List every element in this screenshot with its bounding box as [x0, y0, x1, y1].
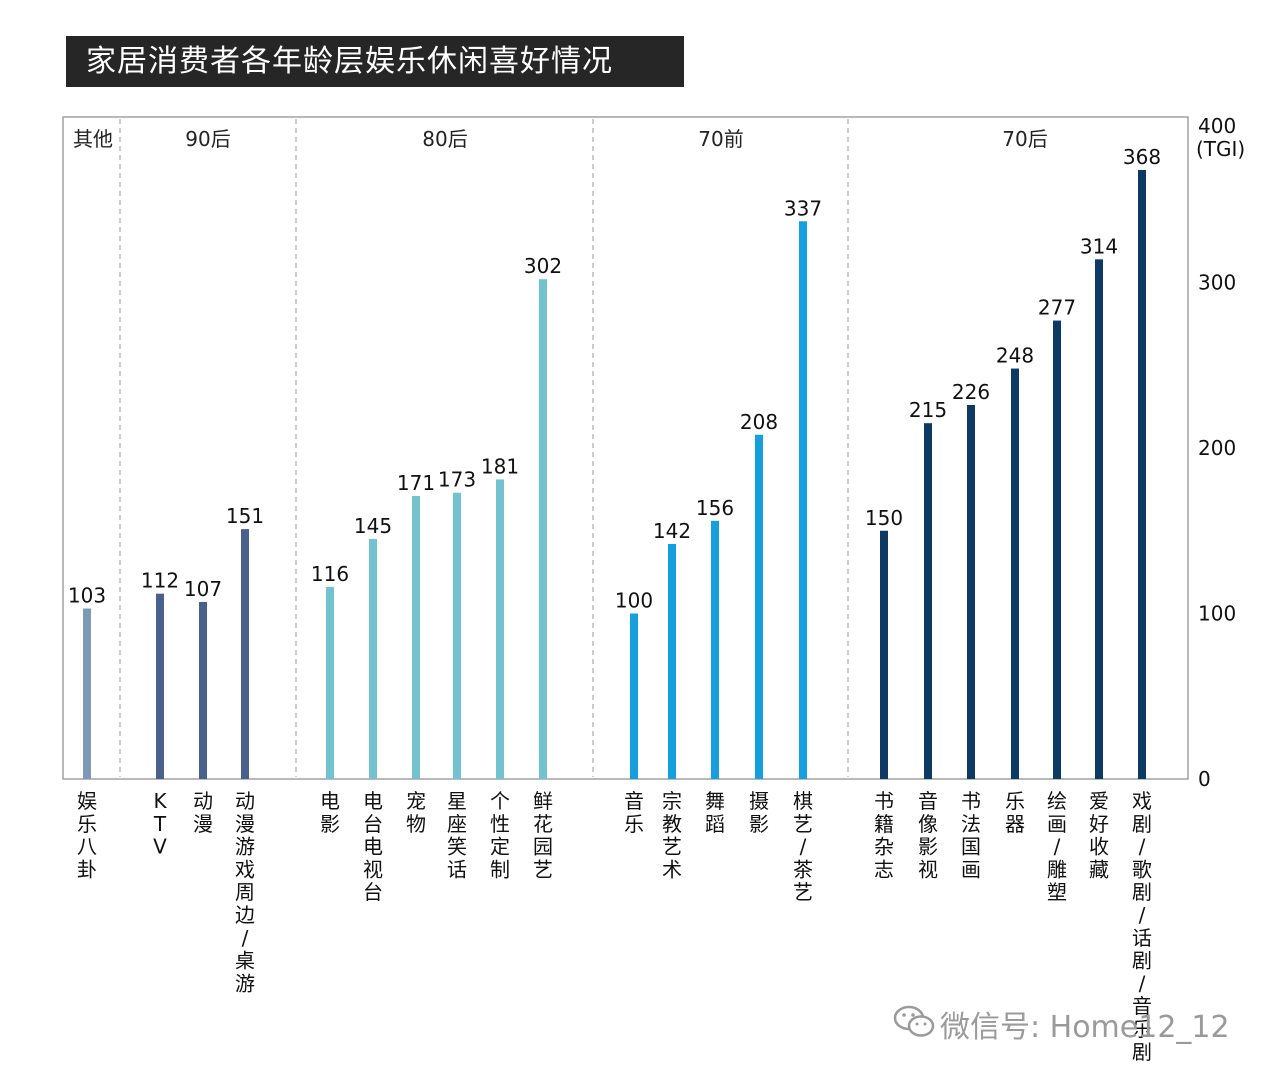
bar-14 [755, 434, 763, 779]
y-tick-label-4: 300 [1198, 271, 1236, 295]
category-label-4: 动漫游戏周边/桌游 [235, 789, 255, 995]
value-label-14: 208 [740, 410, 778, 434]
category-label-12: 宗教艺术 [662, 789, 682, 881]
value-label-10: 302 [524, 254, 562, 278]
category-label-18: 书法国画 [961, 789, 981, 881]
value-label-21: 314 [1080, 234, 1118, 258]
value-label-12: 142 [653, 519, 691, 543]
bar-20 [1053, 320, 1061, 779]
group-labels: 其他 90后 80后 70前 70后 [73, 127, 1048, 151]
y-tick-label-5: 400 [1198, 114, 1236, 138]
category-label-17: 音像影视 [918, 789, 938, 881]
y-axis-unit-label: (TGI) [1196, 137, 1245, 161]
chart-title: 家居消费者各年龄层娱乐休闲喜好情况 [66, 36, 684, 87]
group-label-2: 90后 [185, 127, 230, 151]
bar-13 [711, 520, 719, 779]
group-label-4: 70前 [698, 127, 743, 151]
category-label-11: 音乐 [624, 789, 644, 836]
category-label-15: 棋艺/茶艺 [793, 789, 813, 904]
value-label-20: 277 [1038, 296, 1076, 320]
value-label-18: 226 [952, 380, 990, 404]
bars [83, 169, 1146, 780]
bar-11 [630, 613, 638, 779]
value-label-1: 103 [68, 584, 106, 608]
value-label-2: 112 [141, 569, 179, 593]
bar-9 [496, 479, 504, 779]
bar-12 [668, 543, 676, 779]
group-label-1: 其他 [73, 127, 113, 151]
wechat-icon [892, 1004, 940, 1053]
value-label-8: 173 [438, 468, 476, 492]
bar-4 [241, 529, 249, 779]
y-tick-label-2: 100 [1198, 602, 1236, 626]
y-tick-label-1: 0 [1198, 767, 1211, 791]
category-label-13: 舞蹈 [705, 789, 725, 836]
category-label-5: 电影 [320, 789, 340, 836]
value-label-15: 337 [784, 196, 822, 220]
category-label-1: 娱乐八卦 [77, 789, 97, 881]
group-separators [119, 119, 849, 777]
group-label-3: 80后 [422, 127, 467, 151]
value-label-7: 171 [397, 471, 435, 495]
category-label-22: 戏剧/歌剧/话剧/音乐剧 [1132, 789, 1152, 1064]
category-label-14: 摄影 [749, 789, 769, 836]
value-label-11: 100 [615, 589, 653, 613]
bar-17 [924, 423, 932, 779]
y-axis: 0 100 200 300 400(TGI) [1196, 114, 1245, 791]
bar-21 [1095, 259, 1103, 780]
category-label-6: 电台电视台 [363, 789, 383, 904]
category-label-10: 鲜花园艺 [533, 789, 553, 881]
value-label-19: 248 [996, 344, 1034, 368]
bar-8 [453, 492, 461, 779]
bar-5 [326, 587, 334, 779]
bar-6 [369, 539, 377, 779]
bar-1 [83, 608, 91, 779]
value-label-5: 116 [311, 562, 349, 586]
plot-frame [62, 116, 1189, 780]
category-label-8: 星座笑话 [447, 789, 467, 881]
group-label-5: 70后 [1002, 127, 1047, 151]
bar-7 [412, 495, 420, 779]
category-label-21: 爱好收藏 [1089, 789, 1109, 881]
value-label-16: 150 [865, 506, 903, 530]
bar-16 [880, 530, 888, 779]
value-label-6: 145 [354, 514, 392, 538]
category-label-7: 宠物 [406, 789, 426, 836]
bar-18 [967, 404, 975, 779]
bar-22 [1138, 169, 1146, 779]
category-label-16: 书籍杂志 [874, 789, 894, 881]
value-label-4: 151 [226, 504, 264, 528]
bar-15 [799, 221, 807, 779]
category-label-20: 绘画/雕塑 [1047, 789, 1067, 904]
bar-3 [199, 601, 207, 779]
value-label-3: 107 [184, 577, 222, 601]
y-tick-label-3: 200 [1198, 436, 1236, 460]
value-label-22: 368 [1123, 145, 1161, 169]
bar-2 [156, 593, 164, 779]
category-label-9: 个性定制 [490, 789, 510, 881]
value-label-9: 181 [481, 454, 519, 478]
category-label-19: 乐器 [1005, 789, 1025, 836]
category-labels: 娱乐八卦 K T V 动漫 动漫游戏周边/桌游 电影 电台电视台 宠物 星座笑话 个性定制 鲜花园艺 音… [77, 789, 1152, 1064]
value-label-17: 215 [909, 398, 947, 422]
bar-19 [1011, 368, 1019, 779]
watermark-text: 微信号: Home12_12 [940, 1010, 1230, 1045]
watermark: 微信号: Home12_12 [892, 1004, 1232, 1048]
category-label-3: 动漫 [193, 789, 213, 836]
value-label-13: 156 [696, 496, 734, 520]
bar-10 [539, 279, 547, 779]
